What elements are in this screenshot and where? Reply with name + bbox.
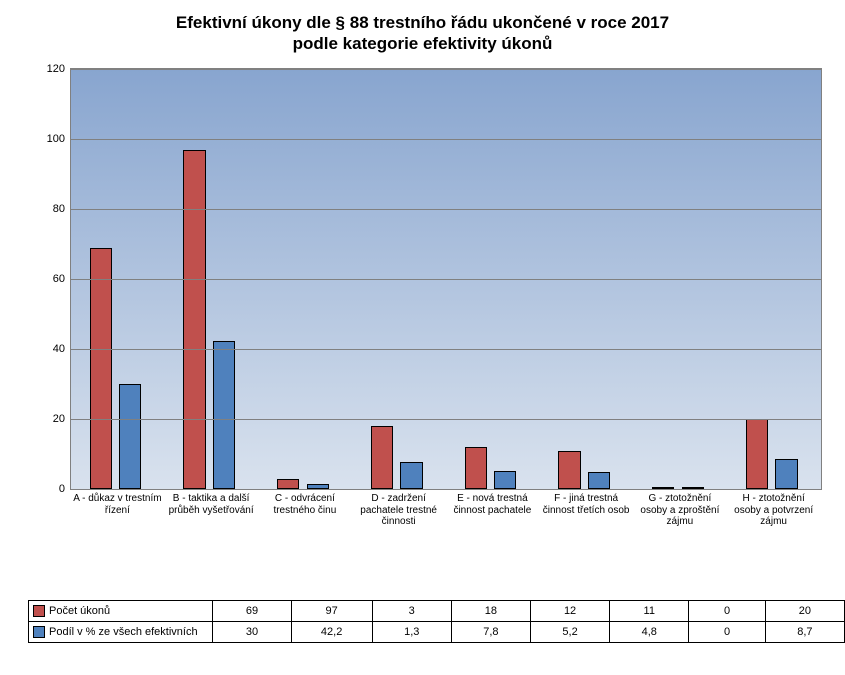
table-row: Podíl v % ze všech efektivních 3042,21,37… [29,622,845,643]
table-cell: 0 [689,622,765,643]
x-category-label: A - důkaz v trestním řízení [71,489,164,601]
table-cell: 1,3 [372,622,451,643]
table-cell: 12 [530,601,609,622]
gridline [71,139,821,140]
y-tick-label: 60 [53,273,65,285]
y-tick-label: 0 [59,483,65,495]
y-tick-label: 100 [47,133,65,145]
x-category-label: C - odvrácení trestného činu [259,489,352,601]
table-cell: 4,8 [610,622,689,643]
table-cell: 30 [213,622,291,643]
gridline [71,209,821,210]
x-category-label: G - ztotožnění osoby a zproštění zájmu [634,489,727,601]
bar-count [465,447,487,489]
bar-count [558,451,580,490]
x-category-label: B - taktika a další průběh vyšetřování [165,489,258,601]
table-cell: 7,8 [451,622,530,643]
series-label-cell: Počet úkonů [29,601,213,622]
table-cell: 8,7 [765,622,844,643]
series-name: Počet úkonů [49,605,110,617]
gridline [71,419,821,420]
bar-percent [588,472,610,489]
x-category-label: H - ztotožnění osoby a potvrzení zájmu [727,489,820,601]
bar-count [183,150,205,490]
table-cell: 20 [765,601,844,622]
y-tick-label: 120 [47,63,65,75]
x-category-label: D - zadržení pachatele trestné činnosti [352,489,445,601]
bar-count [746,419,768,489]
table-cell: 11 [610,601,689,622]
bar-percent [775,459,797,489]
table-cell: 0 [689,601,765,622]
gridline [71,69,821,70]
legend-swatch [33,626,45,638]
table-cell: 3 [372,601,451,622]
table-row: Počet úkonů 69973181211020 [29,601,845,622]
bar-percent [400,462,422,489]
series-label-cell: Podíl v % ze všech efektivních [29,622,213,643]
bar-count [90,248,112,490]
title-line-1: Efektivní úkony dle § 88 trestního řádu … [0,12,845,33]
x-category-label: E - nová trestná činnost pachatele [446,489,539,601]
x-category-label: F - jiná trestná činnost třetích osob [540,489,633,601]
gridline [71,279,821,280]
table-cell: 69 [213,601,291,622]
y-tick-label: 20 [53,413,65,425]
y-tick-label: 80 [53,203,65,215]
table-cell: 5,2 [530,622,609,643]
table-cell: 97 [291,601,372,622]
table-cell: 42,2 [291,622,372,643]
bar-percent [119,384,141,489]
legend-swatch [33,605,45,617]
bar-count [371,426,393,489]
series-name: Podíl v % ze všech efektivních [49,626,198,638]
data-table: Počet úkonů69973181211020Podíl v % ze vš… [28,600,845,643]
y-tick-label: 40 [53,343,65,355]
bar-percent [494,471,516,489]
gridline [71,489,821,490]
table-cell: 18 [451,601,530,622]
gridline [71,349,821,350]
title-line-2: podle kategorie efektivity úkonů [0,33,845,54]
plot-area: A - důkaz v trestním řízeníB - taktika a… [70,68,822,490]
bar-percent [213,341,235,489]
bar-count [277,479,299,490]
chart-title: Efektivní úkony dle § 88 trestního řádu … [0,0,845,55]
chart-container: Efektivní úkony dle § 88 trestního řádu … [0,0,845,675]
